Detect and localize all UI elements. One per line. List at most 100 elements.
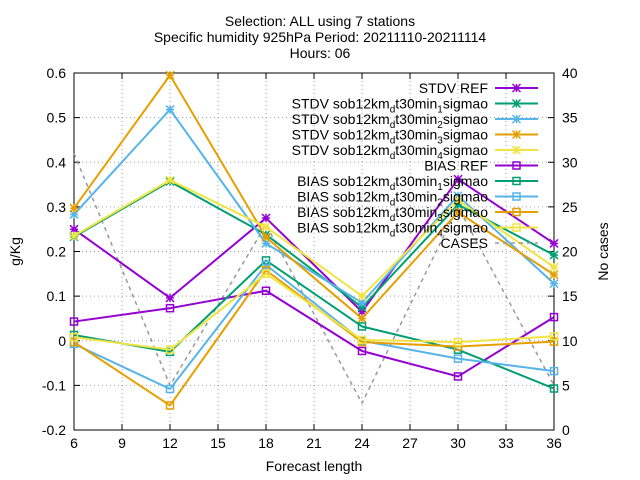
data-point — [357, 302, 367, 312]
data-point — [165, 105, 175, 115]
data-point — [549, 384, 559, 393]
x-tick-label: 9 — [118, 435, 126, 451]
x-tick-label: 27 — [402, 435, 418, 451]
title-line-1: Selection: ALL using 7 stations — [225, 13, 415, 29]
legend-label: BIAS sob12kmdt30min2sigmao — [297, 189, 488, 209]
y2-tick-label: 10 — [562, 333, 578, 349]
y2-tick-label: 40 — [562, 65, 578, 81]
grid — [74, 73, 554, 430]
data-point — [261, 232, 271, 242]
legend-label: STDV sob12kmdt30min4sigmao — [292, 142, 489, 162]
y2-axis-label: No cases — [595, 222, 611, 280]
data-point — [549, 238, 559, 248]
x-axis-label: Forecast length — [266, 458, 363, 474]
x-tick-label: 12 — [162, 435, 178, 451]
y2-tick-label: 25 — [562, 199, 578, 215]
legend-label: BIAS REF — [424, 158, 488, 174]
legend-label: CASES — [441, 235, 488, 251]
data-point — [453, 195, 463, 205]
series-line — [73, 74, 555, 320]
data-point — [549, 279, 559, 289]
y2-tick-label: 0 — [562, 422, 570, 438]
legend-item-7: BIAS sob12kmdt30min1sigmao — [297, 173, 538, 193]
y2-tick-label: 30 — [562, 154, 578, 170]
legend-marker — [512, 223, 521, 232]
series-line — [73, 178, 555, 313]
data-point — [261, 286, 271, 296]
legend-label: BIAS sob12kmdt30min3sigmao — [297, 204, 488, 224]
series-10 — [69, 269, 559, 354]
data-point — [261, 260, 271, 270]
data-point — [261, 222, 271, 232]
data-point — [357, 307, 367, 317]
data-point — [549, 312, 559, 322]
legend-marker — [512, 176, 521, 186]
legend-item-6: BIAS REF — [424, 158, 538, 174]
data-point — [69, 203, 79, 213]
data-point — [453, 174, 463, 184]
series-6 — [69, 286, 559, 381]
x-tick-label: 15 — [210, 435, 226, 451]
y2-tick-label: 20 — [562, 244, 578, 260]
data-point — [69, 231, 79, 241]
y2-tick-label: 15 — [562, 288, 578, 304]
data-point — [357, 298, 367, 308]
legend-marker — [511, 145, 522, 155]
data-point — [165, 345, 175, 354]
legend-marker — [512, 192, 521, 201]
legend-marker — [511, 129, 522, 140]
legend-label: BIAS sob12kmdt30min1sigmao — [297, 173, 488, 193]
data-point — [69, 209, 79, 219]
data-point — [453, 200, 463, 210]
y2-tick-label: 35 — [562, 110, 578, 126]
legend-marker — [512, 161, 521, 170]
y-tick-label: -0.1 — [42, 377, 66, 393]
series-group — [69, 70, 559, 410]
data-point — [453, 337, 463, 347]
data-point — [69, 337, 79, 347]
y-tick-label: 0.6 — [47, 65, 67, 81]
y-tick-label: 0.2 — [47, 244, 67, 260]
data-point — [165, 401, 175, 410]
legend-item-10: BIAS sob12kmdt30min4sigmao — [297, 220, 538, 240]
data-point — [549, 337, 559, 346]
data-point — [549, 332, 559, 341]
data-point — [69, 317, 79, 326]
y-tick-label: -0.2 — [42, 422, 66, 438]
x-tick-label: 6 — [70, 435, 78, 451]
legend-item-5: STDV sob12kmdt30min4sigmao — [292, 142, 538, 162]
series-line — [73, 180, 555, 309]
legend-label: STDV sob12kmdt30min2sigmao — [292, 111, 489, 131]
title-line-3: Hours: 06 — [290, 45, 351, 61]
x-tick-label: 18 — [258, 435, 274, 451]
y-tick-label: 0.3 — [47, 199, 67, 215]
data-point — [357, 335, 367, 345]
legend-item-1: STDV REF — [419, 80, 538, 96]
data-point — [357, 322, 367, 331]
x-tick-label: 24 — [354, 435, 370, 451]
legend-marker — [512, 207, 521, 217]
legend-item-9: BIAS sob12kmdt30min3sigmao — [297, 204, 538, 224]
series-5 — [69, 175, 559, 301]
x-tick-label: 21 — [306, 435, 322, 451]
legend-marker — [511, 98, 522, 109]
y-tick-label: 0.1 — [47, 288, 67, 304]
series-4 — [69, 70, 559, 323]
data-point — [357, 346, 367, 356]
legend-label: STDV sob12kmdt30min3sigmao — [292, 127, 489, 147]
series-line — [73, 263, 555, 390]
legend-item-8: BIAS sob12kmdt30min2sigmao — [297, 189, 538, 209]
data-point — [165, 303, 175, 313]
data-point — [549, 270, 559, 280]
series-8 — [69, 260, 559, 394]
y-tick-label: 0 — [58, 333, 66, 349]
legend-marker — [511, 83, 522, 93]
data-point — [453, 372, 463, 381]
y-tick-label: 0.4 — [47, 154, 67, 170]
data-point — [453, 207, 463, 217]
legend-marker — [511, 114, 522, 124]
x-tick-label: 36 — [546, 435, 562, 451]
data-point — [69, 332, 79, 342]
